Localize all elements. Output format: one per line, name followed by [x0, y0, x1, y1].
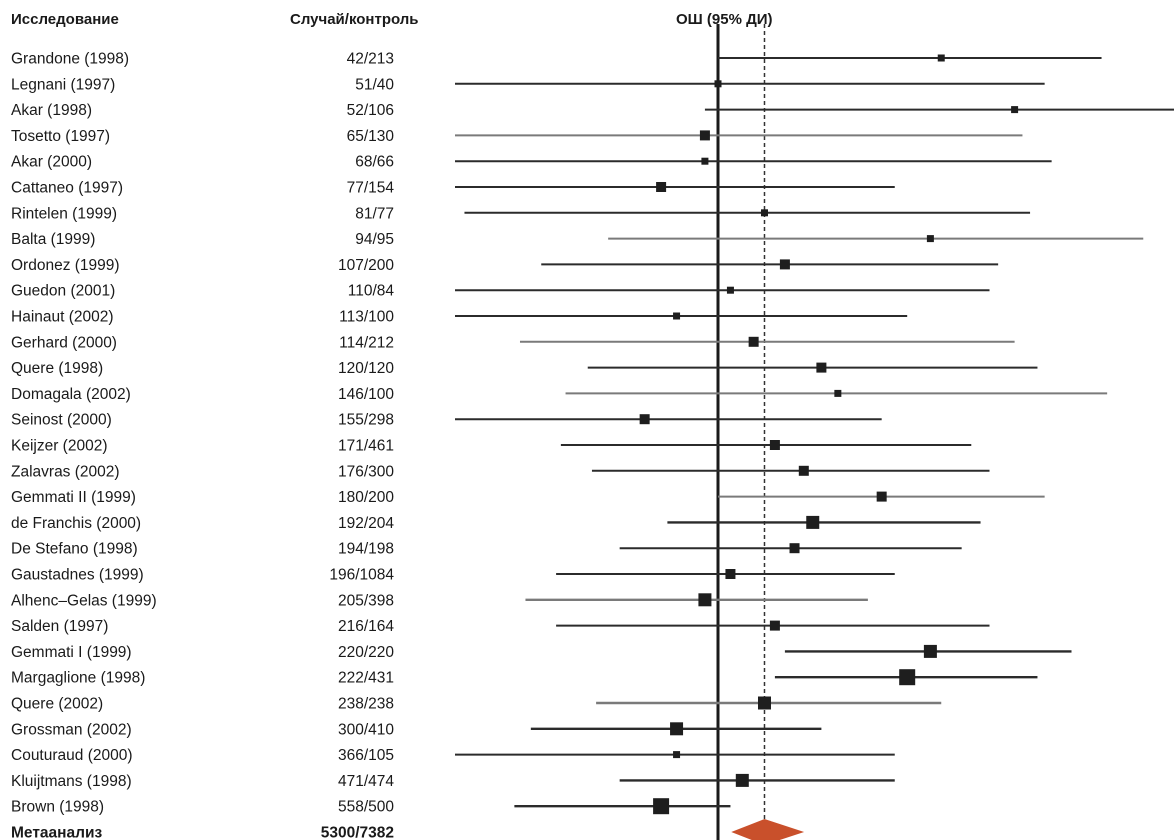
study-name-label: Margaglione (1998): [11, 670, 145, 687]
study-name-label: De Stefano (1998): [11, 541, 138, 558]
case-control-value: 146/100: [338, 386, 394, 403]
point-estimate-square: [1011, 106, 1019, 114]
study-name-label: Grossman (2002): [11, 721, 132, 738]
case-control-value: 216/164: [338, 618, 394, 635]
study-name-label: Quere (1998): [11, 360, 103, 377]
point-estimate-square: [923, 644, 937, 658]
point-estimate-square: [748, 336, 759, 347]
point-estimate-square: [714, 80, 722, 88]
point-estimate-square: [789, 543, 800, 554]
case-control-value: 68/66: [355, 154, 394, 171]
point-estimate-square: [699, 130, 710, 141]
case-control-value: 192/204: [338, 515, 394, 532]
study-name-label: Seinost (2000): [11, 412, 112, 429]
point-estimate-square: [735, 773, 749, 787]
point-estimate-square: [698, 593, 712, 607]
study-name-label: Kluijtmans (1998): [11, 773, 132, 790]
case-control-value: 176/300: [338, 463, 394, 480]
point-estimate-square: [701, 157, 709, 165]
point-estimate-square: [656, 182, 667, 192]
case-control-value: 94/95: [355, 231, 394, 248]
odds-ratio-column-header: ОШ (95% ДИ): [676, 11, 773, 28]
case-control-value: 222/431: [338, 670, 394, 687]
case-control-value: 113/100: [339, 309, 394, 326]
study-name-label: Tosetto (1997): [11, 128, 110, 145]
study-name-label: Gaustadnes (1999): [11, 567, 144, 584]
point-estimate-square: [639, 414, 650, 425]
point-estimate-square: [876, 491, 887, 502]
study-name-label: Gerhard (2000): [11, 334, 117, 351]
point-estimate-square: [670, 722, 684, 736]
case-control-value: 300/410: [338, 721, 394, 738]
study-name-label: Grandone (1998): [11, 51, 129, 68]
case-control-value: 120/120: [338, 360, 394, 377]
point-estimate-square: [769, 440, 780, 450]
case-control-value: 558/500: [338, 799, 394, 816]
study-column-header: Исследование: [11, 11, 119, 28]
case-control-value: 81/77: [355, 205, 394, 222]
case-control-value: 42/213: [347, 51, 394, 68]
case-control-value: 196/1084: [329, 567, 394, 584]
point-estimate-square: [834, 389, 842, 397]
case-control-value: 65/130: [347, 128, 395, 145]
case-control-column-header: Случай/контроль: [290, 11, 419, 28]
point-estimate-square: [757, 696, 771, 710]
point-estimate-square: [725, 569, 736, 579]
point-estimate-square: [673, 312, 681, 320]
study-name-label: Akar (2000): [11, 154, 92, 171]
study-name-label: Brown (1998): [11, 799, 104, 816]
point-estimate-square: [779, 259, 790, 270]
point-estimate-square: [926, 235, 934, 243]
case-control-value: 366/105: [338, 747, 394, 764]
study-name-label: Zalavras (2002): [11, 463, 120, 480]
study-name-label: Guedon (2001): [11, 283, 115, 300]
meta-analysis-label: Метаанализ: [11, 825, 103, 840]
case-control-value: 77/154: [347, 180, 395, 197]
point-estimate-square: [726, 286, 734, 294]
case-control-value: 238/238: [338, 696, 394, 713]
case-control-value: 107/200: [338, 257, 394, 274]
meta-analysis-case-control: 5300/7382: [321, 825, 394, 840]
study-name-label: Ordonez (1999): [11, 257, 120, 274]
study-name-label: Domagala (2002): [11, 386, 131, 403]
case-control-value: 220/220: [338, 644, 394, 661]
case-control-value: 180/200: [338, 489, 394, 506]
study-name-label: Gemmati I (1999): [11, 644, 132, 661]
point-estimate-square: [653, 798, 670, 815]
case-control-value: 52/106: [347, 102, 394, 119]
study-name-label: Akar (1998): [11, 102, 92, 119]
point-estimate-square: [769, 620, 780, 631]
point-estimate-square: [899, 669, 916, 686]
study-name-label: Balta (1999): [11, 231, 95, 248]
point-estimate-square: [673, 751, 681, 759]
point-estimate-square: [816, 362, 827, 373]
case-control-value: 155/298: [338, 412, 394, 429]
study-name-label: Cattaneo (1997): [11, 180, 123, 197]
study-name-label: Couturaud (2000): [11, 747, 133, 764]
pooled-estimate-diamond: [731, 819, 805, 840]
study-name-label: Quere (2002): [11, 696, 103, 713]
study-name-label: Keijzer (2002): [11, 438, 108, 455]
case-control-value: 205/398: [338, 592, 394, 609]
study-name-label: Rintelen (1999): [11, 205, 117, 222]
point-estimate-square: [806, 515, 820, 529]
case-control-value: 51/40: [355, 76, 394, 93]
study-name-label: Gemmati II (1999): [11, 489, 136, 506]
point-estimate-square: [798, 465, 809, 476]
study-name-label: Alhenc–Gelas (1999): [11, 592, 157, 609]
case-control-value: 171/461: [338, 438, 394, 455]
point-estimate-square: [937, 54, 945, 62]
study-name-label: Hainaut (2002): [11, 309, 114, 326]
case-control-value: 471/474: [338, 773, 394, 790]
case-control-value: 110/84: [348, 283, 395, 300]
point-estimate-square: [760, 209, 768, 217]
study-name-label: Legnani (1997): [11, 76, 115, 93]
case-control-value: 114/212: [339, 334, 394, 351]
study-name-label: Salden (1997): [11, 618, 108, 635]
study-name-label: de Franchis (2000): [11, 515, 141, 532]
case-control-value: 194/198: [338, 541, 394, 558]
